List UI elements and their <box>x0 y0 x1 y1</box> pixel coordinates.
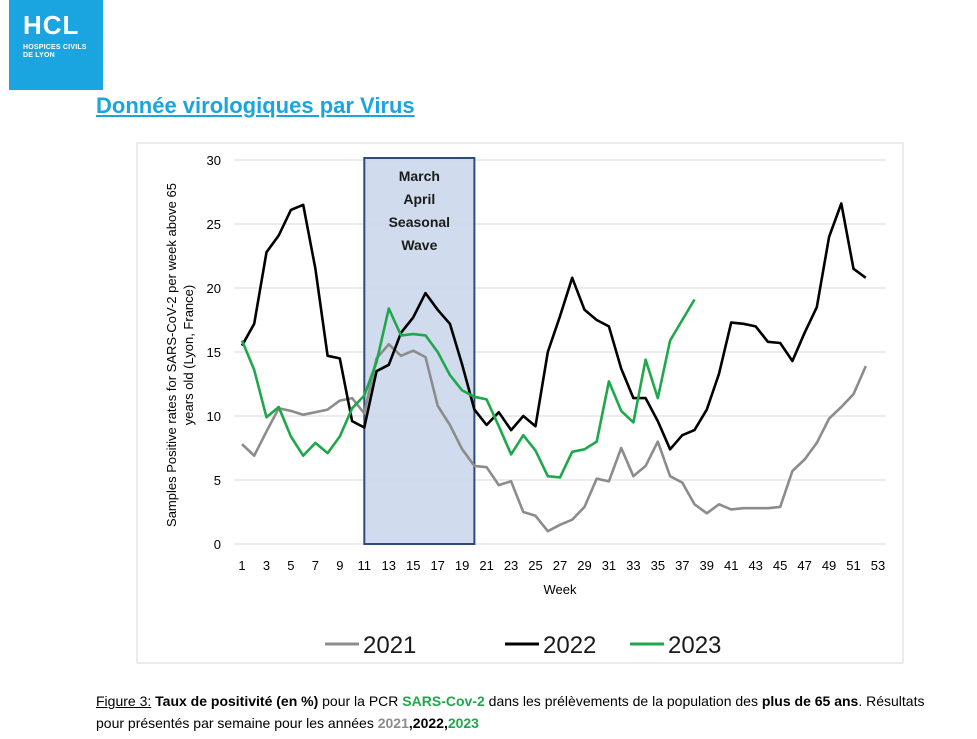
caption-comma-1: , <box>408 715 413 731</box>
x-tick-label-9: 9 <box>336 558 343 573</box>
caption-label: Figure 3: <box>96 693 152 709</box>
caption-virus: SARS-Cov-2 <box>402 693 485 709</box>
series-line-2023 <box>240 298 696 479</box>
y-tick-label-25: 25 <box>207 217 221 232</box>
caption-year-2023: 2023 <box>447 715 479 731</box>
x-tick-label-15: 15 <box>406 558 420 573</box>
chart-frame <box>136 142 904 664</box>
legend-label-2022: 2022 <box>543 632 596 659</box>
x-tick-label-21: 21 <box>479 558 493 573</box>
x-tick-label-17: 17 <box>430 558 444 573</box>
x-tick-label-3: 3 <box>263 558 270 573</box>
x-tick-label-27: 27 <box>553 558 567 573</box>
x-tick-label-49: 49 <box>822 558 836 573</box>
x-tick-label-45: 45 <box>773 558 787 573</box>
annotation-line-3: Seasonal <box>389 214 450 230</box>
figure-caption: Figure 3: Taux de positivité (en %) pour… <box>96 690 956 734</box>
x-tick-label-5: 5 <box>287 558 294 573</box>
x-tick-label-1: 1 <box>238 558 245 573</box>
x-tick-label-13: 13 <box>382 558 396 573</box>
series-line-2021 <box>241 343 867 533</box>
x-tick-label-29: 29 <box>577 558 591 573</box>
x-tick-label-33: 33 <box>626 558 640 573</box>
y-tick-label-0: 0 <box>214 537 221 552</box>
caption-comma-2: , <box>443 715 448 731</box>
x-tick-label-19: 19 <box>455 558 469 573</box>
caption-year-2022: 2022 <box>412 715 444 731</box>
caption-text-1: pour la PCR <box>318 693 403 709</box>
y-tick-label-10: 10 <box>207 409 221 424</box>
x-tick-label-43: 43 <box>748 558 762 573</box>
caption-metric: Taux de positivité (en %) <box>155 693 319 709</box>
y-tick-label-20: 20 <box>207 281 221 296</box>
y-axis-label-line1: Samples Positive rates for SARS-CoV-2 pe… <box>164 183 179 527</box>
y-tick-label-30: 30 <box>207 153 221 168</box>
page-title: Donnée virologiques par Virus <box>96 93 415 118</box>
x-tick-label-51: 51 <box>846 558 860 573</box>
x-tick-label-7: 7 <box>312 558 319 573</box>
caption-year-2021: 2021 <box>377 715 409 731</box>
y-axis-label-line2: years old (Lyon, France) <box>181 285 196 425</box>
hcl-logo: HCL HOSPICES CIVILS DE LYON <box>9 0 103 90</box>
logo-subtext-line1: HOSPICES CIVILS <box>23 44 87 51</box>
annotation-line-1: March <box>399 168 440 184</box>
x-tick-label-41: 41 <box>724 558 738 573</box>
x-tick-label-39: 39 <box>700 558 714 573</box>
legend-label-2021: 2021 <box>363 632 416 659</box>
x-tick-label-31: 31 <box>602 558 616 573</box>
x-tick-label-53: 53 <box>871 558 885 573</box>
x-tick-label-35: 35 <box>651 558 665 573</box>
caption-text-3: . Résultats pour présentés par semaine p… <box>96 693 925 731</box>
caption-population: plus de 65 ans <box>761 693 859 709</box>
legend-label-2023: 2023 <box>668 632 721 659</box>
x-tick-label-23: 23 <box>504 558 518 573</box>
logo-subtext-line2: DE LYON <box>23 52 55 59</box>
y-tick-label-15: 15 <box>207 345 221 360</box>
logo-subtext: HOSPICES CIVILS DE LYON <box>23 44 103 60</box>
x-tick-label-25: 25 <box>528 558 542 573</box>
x-tick-label-37: 37 <box>675 558 689 573</box>
x-tick-label-11: 11 <box>358 558 372 573</box>
annotation-line-2: April <box>403 191 435 207</box>
series-line-2022 <box>240 202 867 451</box>
y-tick-label-5: 5 <box>214 473 221 488</box>
annotation-line-4: Wave <box>401 237 437 253</box>
x-tick-label-47: 47 <box>797 558 811 573</box>
legend: 2021 2022 2023 <box>325 632 721 659</box>
x-axis-label: Week <box>544 582 577 597</box>
logo-text: HCL <box>23 10 80 40</box>
caption-text-2: dans les prélèvements de la population d… <box>484 693 762 709</box>
